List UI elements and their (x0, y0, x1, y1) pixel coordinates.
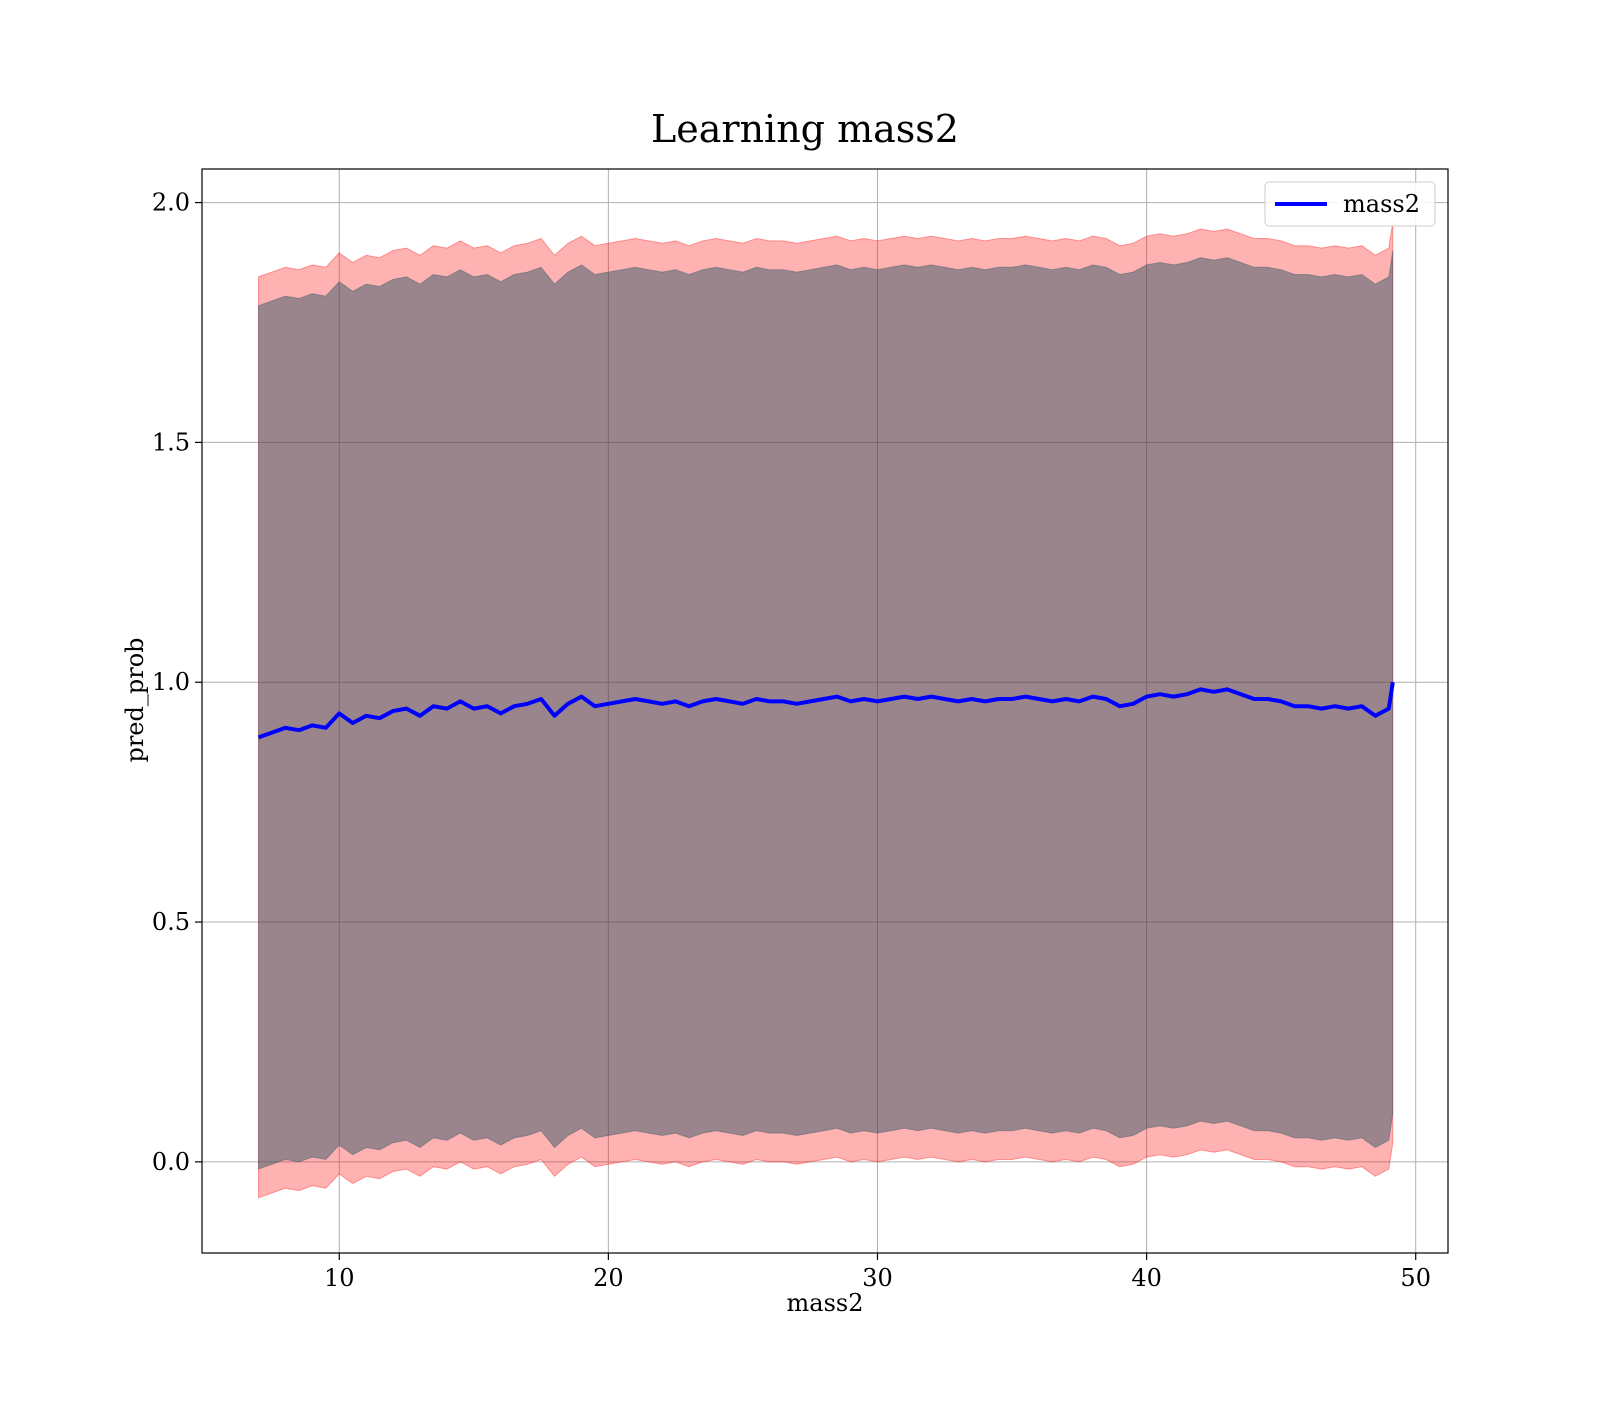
x-tick-label: 40 (1131, 1264, 1162, 1292)
y-tick-label: 2.0 (152, 189, 190, 217)
legend-box (1264, 181, 1436, 227)
legend-label-mass2: mass2 (1343, 190, 1420, 218)
inner-confidence-band (258, 250, 1394, 1170)
y-tick-label: 0.5 (152, 908, 190, 936)
series-line-mass2 (257, 681, 1395, 740)
y-tick-label: 0.0 (152, 1148, 190, 1176)
chart-title: Learning mass2 (651, 107, 959, 151)
x-axis-label: mass2 (787, 1289, 864, 1317)
x-tick-label: 50 (1400, 1264, 1431, 1292)
y-tick-label: 1.5 (152, 428, 190, 456)
x-tick-label: 30 (862, 1264, 893, 1292)
y-axis-label: pred_prob (121, 637, 149, 762)
x-tick-label: 20 (593, 1264, 624, 1292)
plot-frame (201, 168, 1449, 1254)
plot-area: 10 20 30 40 50 0.0 0.5 1.0 1.5 2.0 mass2 (152, 168, 1449, 1292)
outer-confidence-band (258, 221, 1394, 1199)
y-tick-label: 1.0 (152, 668, 190, 696)
x-tick-label: 10 (324, 1264, 355, 1292)
